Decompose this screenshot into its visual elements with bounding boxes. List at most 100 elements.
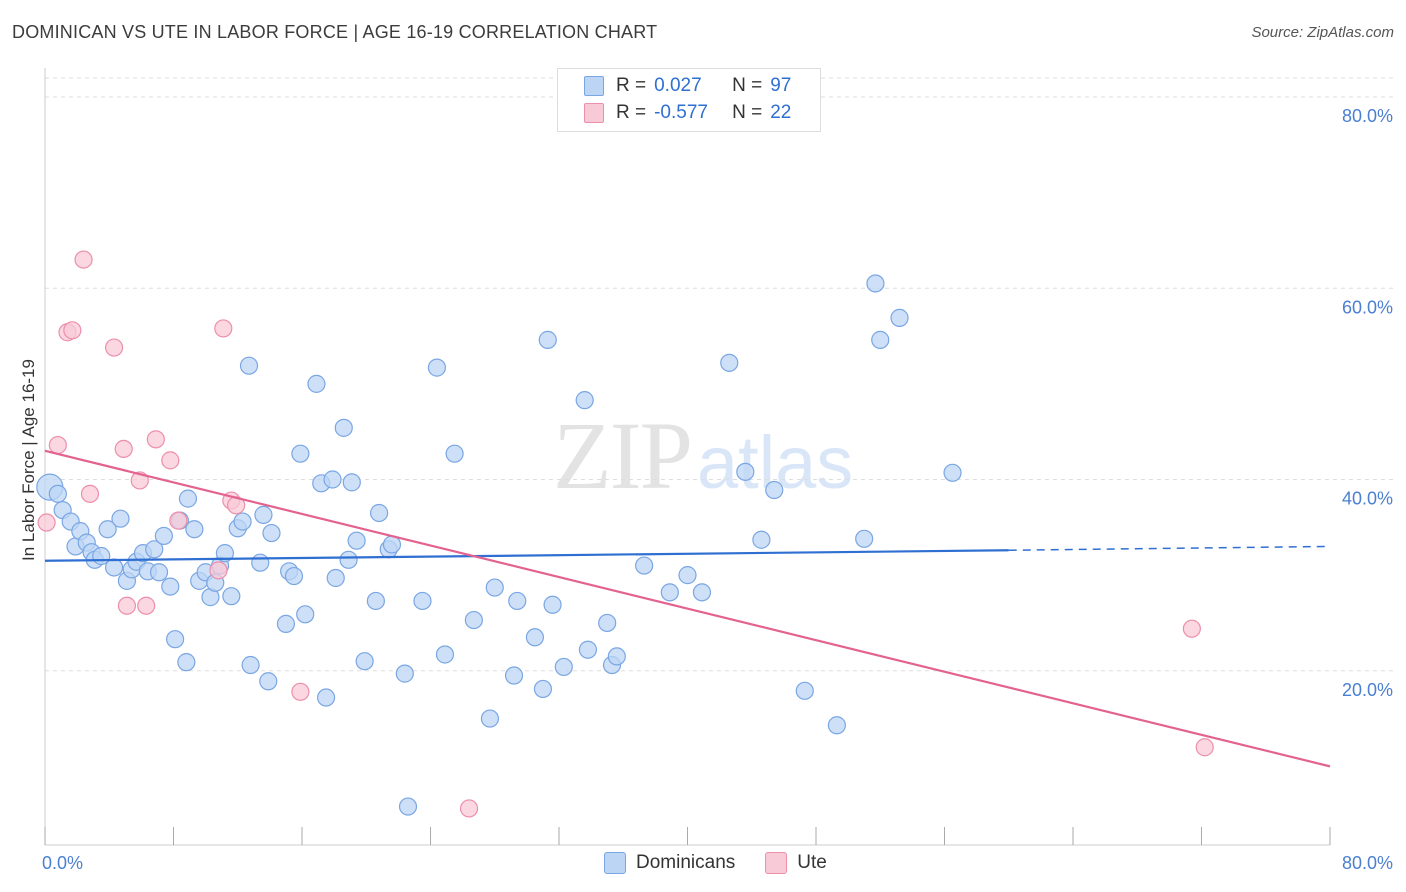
ute-trend-line <box>44 449 1331 768</box>
legend-row-dominicans: R = 0.027 N = 97 <box>584 73 791 99</box>
dominicans-point <box>149 563 169 582</box>
dominicans-point <box>435 645 455 664</box>
dominicans-point <box>427 358 447 377</box>
dominicans-point <box>233 512 252 531</box>
dominicans-point <box>533 679 553 699</box>
dominicans-point <box>161 577 180 596</box>
dominicans-point <box>598 613 617 633</box>
y-tick-label: 20.0% <box>1342 680 1393 700</box>
dominicans-point <box>413 591 432 611</box>
dominicans-point <box>166 630 185 649</box>
legend-swatch-dominicans <box>604 852 626 874</box>
watermark-zip: ZIP <box>553 402 693 509</box>
dominicans-point <box>307 374 326 393</box>
dominicans-point <box>291 444 310 463</box>
y-tick-label: 80.0% <box>1342 106 1393 126</box>
y-tick-label: 40.0% <box>1342 489 1393 509</box>
legend-label-dominicans: Dominicans <box>636 852 736 873</box>
ute-point <box>117 596 137 615</box>
dominicans-point <box>395 664 414 683</box>
dominicans-point <box>765 480 784 500</box>
dominicans-trend-line <box>44 549 1009 562</box>
dominicans-point <box>866 274 885 293</box>
dominicans-point <box>445 444 464 463</box>
legend-r-label: R = <box>616 102 647 123</box>
dominicans-point <box>296 605 315 624</box>
legend-n-label: N = <box>732 75 763 96</box>
legend-swatch-dominicans <box>584 76 604 96</box>
dominicans-trend-extension <box>1008 545 1331 552</box>
dominicans-point <box>284 566 304 586</box>
dominicans-point <box>678 566 697 585</box>
legend-label-ute: Ute <box>797 852 827 873</box>
dominicans-point <box>326 568 345 588</box>
ute-point <box>137 596 156 615</box>
legend-n-value: 97 <box>770 75 792 96</box>
legend-item-dominicans[interactable]: Dominicans <box>604 852 735 874</box>
dominicans-point <box>177 653 196 672</box>
ute-point <box>114 439 133 458</box>
dominicans-point <box>660 583 679 602</box>
ute-point <box>459 799 479 818</box>
ute-point <box>169 511 188 530</box>
dominicans-point <box>480 709 500 728</box>
source-label: Source: ZipAtlas.com <box>1251 24 1394 41</box>
dominicans-point <box>827 716 846 735</box>
series-legend: Dominicans Ute <box>604 852 857 874</box>
dominicans-point <box>339 550 358 569</box>
legend-n-label: N = <box>732 102 763 123</box>
watermark: ZIPatlas <box>553 400 853 511</box>
dominicans-point <box>48 484 67 503</box>
dominicans-point <box>222 587 241 606</box>
ute-point <box>37 513 56 532</box>
dominicans-point <box>464 610 483 630</box>
dominicans-point <box>398 797 418 816</box>
dominicans-point <box>254 505 273 524</box>
dominicans-point <box>241 655 260 675</box>
dominicans-point <box>943 463 962 482</box>
ute-point <box>1182 619 1201 638</box>
dominicans-point <box>575 391 594 410</box>
x-tick-label: 80.0% <box>1342 853 1393 873</box>
dominicans-point <box>251 553 270 572</box>
dominicans-point <box>752 530 771 549</box>
dominicans-point <box>578 640 598 659</box>
dominicans-point <box>342 473 361 492</box>
dominicans-point <box>276 614 296 633</box>
ute-point <box>161 451 180 470</box>
dominicans-point <box>259 672 278 691</box>
dominicans-point <box>692 583 712 602</box>
dominicans-point <box>525 628 545 647</box>
ute-point <box>104 338 124 357</box>
stats-legend: R = 0.027 N = 97 R = -0.577 N = 22 <box>557 68 821 132</box>
legend-n-value: 22 <box>770 102 792 123</box>
dominicans-point <box>795 681 814 700</box>
legend-row-ute: R = -0.577 N = 22 <box>584 100 791 126</box>
ute-point <box>48 435 67 455</box>
dominicans-point <box>508 591 527 611</box>
chart-title: DOMINICAN VS UTE IN LABOR FORCE | AGE 16… <box>12 22 658 42</box>
ute-point <box>74 250 93 269</box>
dominicans-point <box>262 523 281 543</box>
dominicans-point <box>178 489 198 508</box>
dominicans-point <box>111 509 130 528</box>
ute-point <box>214 319 233 338</box>
dominicans-point <box>145 540 164 559</box>
dominicans-point <box>334 418 353 437</box>
dominicans-point <box>185 520 204 539</box>
dominicans-point <box>98 520 117 539</box>
dominicans-point <box>554 657 573 677</box>
legend-r-value: 0.027 <box>654 75 702 96</box>
dominicans-point <box>154 526 173 546</box>
legend-item-ute[interactable]: Ute <box>765 852 827 874</box>
dominicans-point <box>355 652 374 671</box>
dominicans-point <box>215 544 234 563</box>
ute-point <box>80 484 100 503</box>
dominicans-point <box>323 470 342 489</box>
dominicans-point <box>720 353 739 372</box>
dominicans-point <box>104 558 124 577</box>
ute-point <box>63 321 82 340</box>
ute-point <box>1195 738 1214 757</box>
ute-point <box>291 682 310 701</box>
